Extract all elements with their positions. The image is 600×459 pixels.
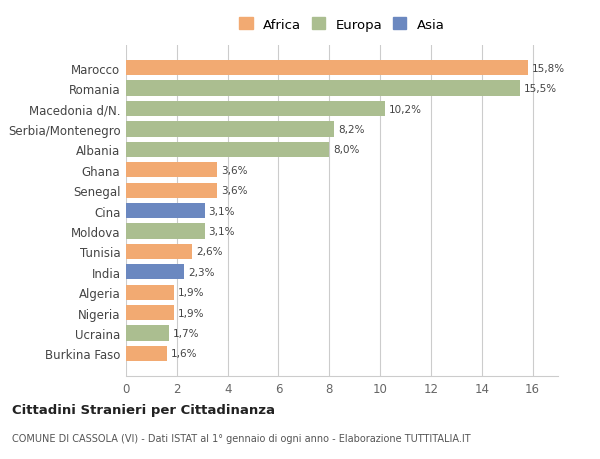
Bar (126, 203, 205, 219)
Bar (126, 264, 184, 280)
Text: 2,6%: 2,6% (196, 247, 223, 257)
Bar (126, 163, 217, 178)
Bar (126, 346, 167, 361)
Bar (126, 285, 174, 300)
Text: 1,9%: 1,9% (178, 288, 205, 297)
Text: 10,2%: 10,2% (389, 104, 422, 114)
Text: 8,2%: 8,2% (338, 125, 365, 134)
Text: COMUNE DI CASSOLA (VI) - Dati ISTAT al 1° gennaio di ogni anno - Elaborazione TU: COMUNE DI CASSOLA (VI) - Dati ISTAT al 1… (12, 433, 470, 442)
Bar (126, 305, 174, 321)
Bar (126, 61, 527, 76)
Text: 1,7%: 1,7% (173, 328, 200, 338)
Text: 3,6%: 3,6% (221, 165, 248, 175)
Text: 15,8%: 15,8% (532, 63, 565, 73)
Text: 1,6%: 1,6% (170, 349, 197, 359)
Bar (126, 244, 192, 259)
Text: 15,5%: 15,5% (524, 84, 557, 94)
Bar (126, 101, 385, 117)
Bar (126, 122, 334, 137)
Bar (126, 81, 520, 96)
Bar (126, 142, 329, 158)
Text: Cittadini Stranieri per Cittadinanza: Cittadini Stranieri per Cittadinanza (12, 403, 275, 416)
Text: 1,9%: 1,9% (178, 308, 205, 318)
Text: 3,1%: 3,1% (209, 227, 235, 236)
Text: 3,1%: 3,1% (209, 206, 235, 216)
Legend: Africa, Europa, Asia: Africa, Europa, Asia (234, 13, 450, 37)
Text: 8,0%: 8,0% (333, 145, 359, 155)
Text: 2,3%: 2,3% (188, 267, 215, 277)
Bar (126, 326, 169, 341)
Bar (126, 183, 217, 198)
Bar (126, 224, 205, 239)
Text: 3,6%: 3,6% (221, 186, 248, 196)
